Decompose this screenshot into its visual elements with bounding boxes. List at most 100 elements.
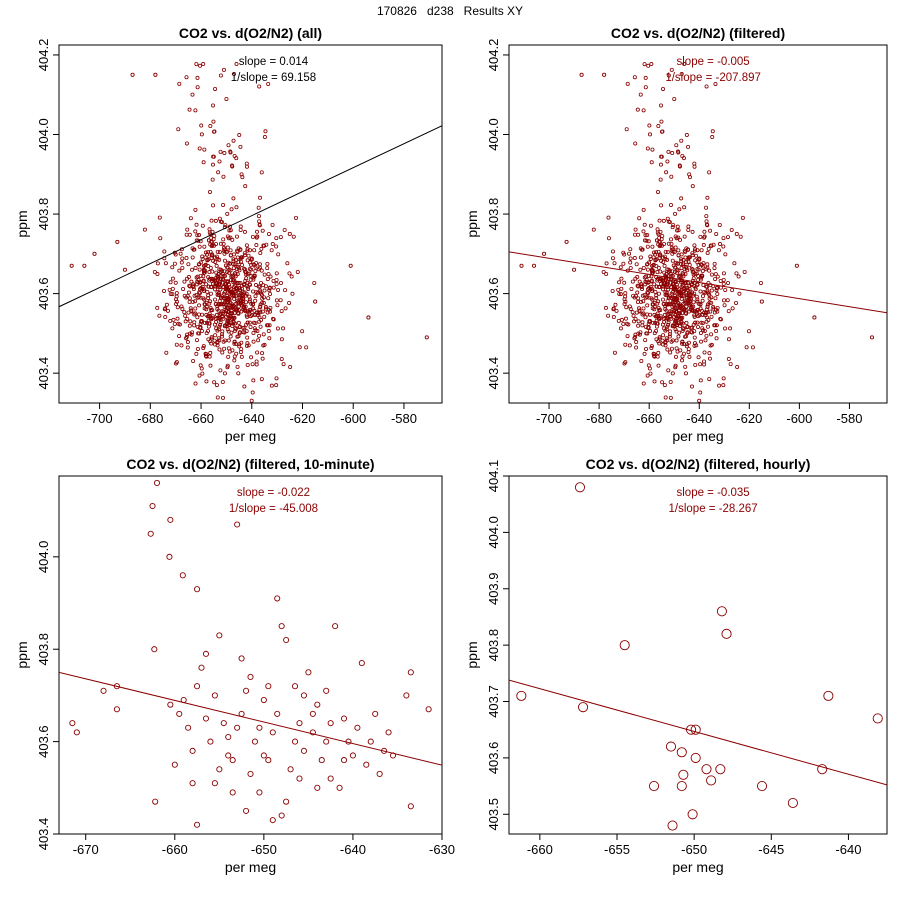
data-point: [591, 227, 596, 232]
data-point: [238, 227, 243, 232]
data-point: [220, 309, 225, 314]
data-point: [268, 305, 273, 310]
data-point: [714, 286, 719, 291]
data-point: [197, 312, 202, 317]
data-point: [198, 273, 203, 278]
data-point: [234, 205, 239, 210]
data-point: [202, 650, 210, 657]
data-point: [167, 701, 174, 708]
data-point: [189, 747, 196, 754]
data-point: [695, 248, 700, 253]
data-point: [707, 300, 712, 305]
data-point: [676, 149, 681, 154]
data-point: [221, 285, 226, 290]
data-point: [647, 123, 652, 128]
data-point: [706, 280, 711, 285]
data-point: [713, 277, 718, 282]
regression-line: [59, 125, 442, 308]
data-point: [239, 172, 244, 177]
data-point: [646, 295, 651, 300]
data-point: [260, 309, 265, 314]
data-point: [666, 295, 671, 300]
data-point: [201, 278, 206, 283]
data-point: [257, 262, 262, 267]
data-point: [658, 279, 663, 284]
data-point: [684, 304, 689, 309]
data-point: [208, 124, 213, 129]
data-point: [705, 265, 710, 270]
data-point: [684, 266, 689, 271]
data-point: [270, 223, 275, 228]
data-point: [69, 263, 74, 268]
data-point: [251, 339, 256, 344]
data-point: [685, 324, 690, 329]
data-point: [648, 284, 653, 289]
data-point: [195, 346, 200, 351]
data-point: [646, 280, 651, 285]
data-point: [642, 292, 647, 297]
data-point: [635, 107, 640, 112]
data-point: [693, 287, 698, 292]
data-point: [619, 286, 624, 291]
data-point: [664, 308, 669, 313]
data-point: [685, 268, 690, 273]
data-point: [640, 323, 645, 328]
data-point: [689, 384, 694, 389]
data-point: [712, 323, 717, 328]
data-point: [232, 296, 237, 301]
data-point: [268, 291, 273, 296]
data-point: [217, 281, 222, 286]
data-point: [288, 365, 293, 370]
data-point: [872, 713, 883, 724]
data-point: [217, 324, 222, 329]
data-point: [661, 333, 666, 338]
x-tick-label: -580: [836, 411, 862, 426]
data-point: [227, 322, 232, 327]
data-point: [207, 738, 214, 745]
data-point: [690, 724, 701, 735]
data-point: [195, 233, 200, 238]
data-point: [203, 255, 208, 260]
data-point: [244, 343, 249, 348]
data-point: [210, 229, 215, 234]
data-point: [702, 350, 707, 355]
data-point: [305, 669, 312, 676]
data-point: [199, 366, 204, 371]
data-point: [656, 299, 661, 304]
data-point: [251, 302, 256, 307]
data-point: [625, 334, 630, 339]
data-point: [670, 225, 675, 230]
data-point: [657, 284, 662, 289]
data-point: [227, 349, 232, 354]
data-point: [194, 292, 199, 297]
data-point: [223, 223, 228, 228]
data-point: [673, 310, 678, 315]
y-tick-label: 404.1: [486, 460, 501, 493]
data-point: [237, 295, 242, 300]
data-point: [172, 261, 177, 266]
data-point: [283, 798, 290, 805]
data-point: [663, 340, 668, 345]
data-point: [661, 241, 666, 246]
data-point: [627, 304, 632, 309]
data-point: [198, 363, 203, 368]
data-point: [652, 379, 657, 384]
data-point: [663, 274, 668, 279]
data-point: [672, 286, 677, 291]
data-point: [193, 299, 198, 304]
data-point: [230, 316, 235, 321]
data-point: [149, 502, 156, 510]
data-point: [197, 233, 202, 238]
data-point: [657, 335, 662, 340]
data-point: [692, 335, 697, 340]
data-point: [250, 234, 255, 239]
data-point: [698, 234, 703, 239]
x-tick-label: -655: [604, 842, 630, 857]
data-point: [635, 290, 640, 295]
data-point: [256, 724, 263, 731]
data-point: [226, 143, 231, 148]
data-point: [654, 293, 659, 298]
data-point: [667, 269, 672, 274]
data-point: [269, 729, 276, 736]
data-point: [675, 267, 680, 272]
